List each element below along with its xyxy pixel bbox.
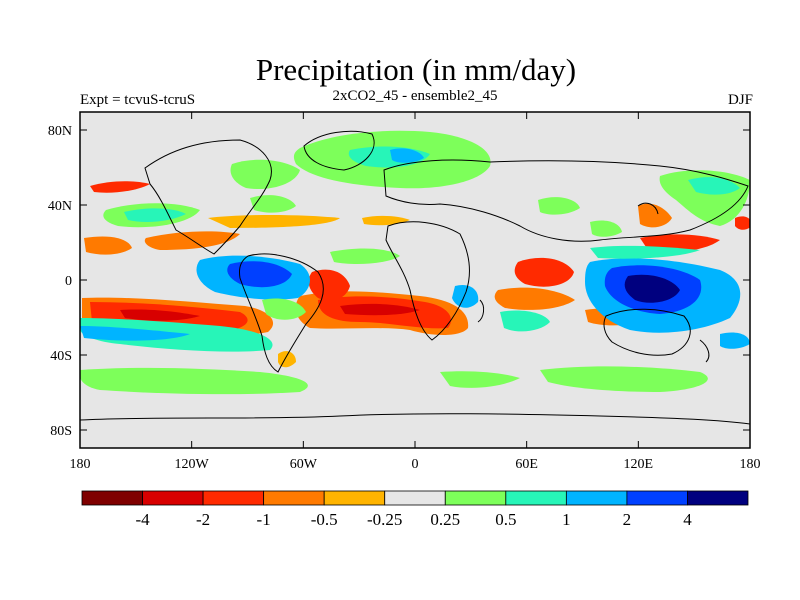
- colorbar-swatch: [384, 490, 446, 506]
- lon-tick-label: 0: [412, 457, 419, 472]
- lon-tick-label: 180: [70, 457, 91, 472]
- lon-tick-label: 60W: [290, 457, 318, 472]
- lat-tick-label: 80S: [50, 424, 72, 439]
- colorbar-label: 4: [683, 510, 692, 529]
- colorbar-swatch: [142, 490, 204, 506]
- experiment-label: Expt = tcvuS-tcruS: [80, 92, 196, 108]
- colorbar-label: -0.25: [367, 510, 402, 529]
- precipitation-contours: [80, 130, 750, 425]
- colorbar-label: 1: [562, 510, 571, 529]
- coastlines: [80, 130, 750, 425]
- colorbar-label: 0.5: [495, 510, 516, 529]
- ensemble-label: 2xCO2_45 - ensemble2_45: [332, 88, 498, 104]
- lon-tick-label: 60E: [515, 457, 538, 472]
- colorbar-label: 0.25: [430, 510, 460, 529]
- plot-title: Precipitation (in mm/day): [255, 52, 577, 87]
- season-label: DJF: [727, 92, 753, 108]
- colorbar-label: -1: [257, 510, 271, 529]
- colorbar-label: -0.5: [311, 510, 338, 529]
- lat-tick-label: 40S: [50, 349, 72, 364]
- colorbar-label: -2: [196, 510, 210, 529]
- lon-tick-label: 120E: [624, 457, 654, 472]
- colorbar-swatch: [687, 490, 749, 506]
- colorbar-swatch: [263, 490, 325, 506]
- colorbar-swatch: [505, 490, 567, 506]
- colorbar-swatch: [444, 490, 507, 506]
- colorbar-swatch: [81, 490, 143, 506]
- lat-tick-label: 40N: [48, 199, 72, 214]
- lon-tick-label: 120W: [175, 457, 210, 472]
- lat-tick-label: 80N: [48, 124, 72, 139]
- colorbar-swatch: [565, 490, 628, 506]
- colorbar: -4 -2 -1 -0.5 -0.25 0.25 0.5 1 2 4: [81, 490, 749, 529]
- colorbar-label: -4: [135, 510, 150, 529]
- colorbar-swatch: [323, 490, 386, 506]
- colorbar-label: 2: [623, 510, 632, 529]
- wetting-regions: [80, 130, 750, 395]
- lon-tick-label: 180: [740, 457, 761, 472]
- lat-tick-label: 0: [65, 274, 72, 289]
- colorbar-swatch: [202, 490, 265, 506]
- axis-ticks: 180 120W 60W 0 60E 120E 180 80N 40N 0 40S 80S: [48, 112, 761, 472]
- colorbar-swatch: [626, 490, 688, 506]
